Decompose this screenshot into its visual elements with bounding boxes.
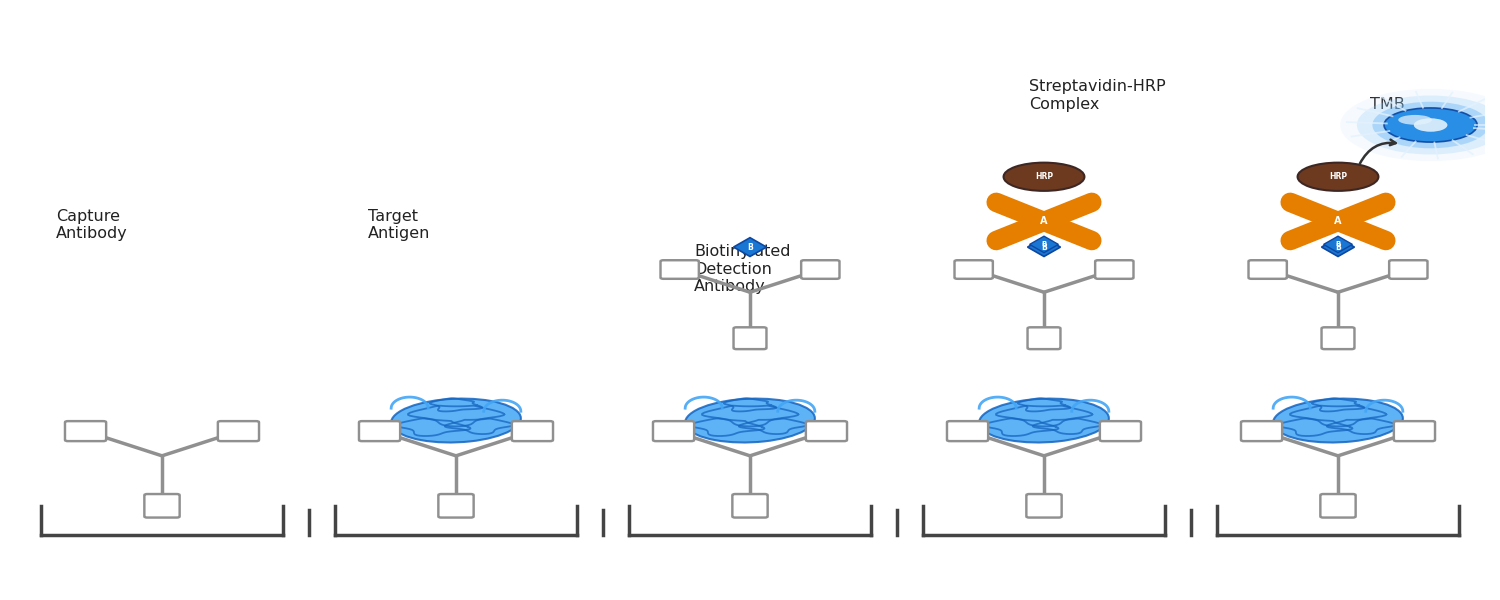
Text: A: A [1335,217,1341,226]
FancyBboxPatch shape [217,421,259,441]
Polygon shape [734,238,766,256]
Ellipse shape [980,398,1108,442]
Ellipse shape [1298,163,1378,191]
Text: B: B [1335,242,1341,251]
FancyBboxPatch shape [1322,328,1354,349]
FancyBboxPatch shape [1095,260,1134,279]
FancyBboxPatch shape [1320,494,1356,518]
FancyBboxPatch shape [734,328,766,349]
FancyBboxPatch shape [946,421,988,441]
FancyBboxPatch shape [732,494,768,518]
FancyBboxPatch shape [144,494,180,518]
FancyBboxPatch shape [358,421,401,441]
Text: B: B [747,242,753,251]
Polygon shape [1322,238,1354,256]
FancyBboxPatch shape [1240,421,1282,441]
FancyBboxPatch shape [652,421,694,441]
Ellipse shape [1398,115,1432,125]
Text: Target
Antigen: Target Antigen [368,209,430,241]
FancyBboxPatch shape [806,421,847,441]
Ellipse shape [1004,163,1084,191]
Ellipse shape [686,398,814,442]
Text: Biotinylated
Detection
Antibody: Biotinylated Detection Antibody [694,244,790,294]
Text: B: B [1041,241,1047,247]
Text: TMB: TMB [1371,97,1406,112]
Circle shape [1340,89,1500,161]
Ellipse shape [392,398,520,442]
Text: HRP: HRP [1035,172,1053,181]
Text: Streptavidin-HRP
Complex: Streptavidin-HRP Complex [1029,79,1166,112]
Text: A: A [1041,217,1047,226]
FancyBboxPatch shape [1248,260,1287,279]
Polygon shape [1323,236,1353,253]
Text: B: B [1335,241,1341,247]
FancyBboxPatch shape [801,260,840,279]
FancyBboxPatch shape [438,494,474,518]
Text: HRP: HRP [1329,172,1347,181]
FancyBboxPatch shape [64,421,106,441]
FancyBboxPatch shape [1026,494,1062,518]
Ellipse shape [1274,398,1402,442]
FancyBboxPatch shape [660,260,699,279]
FancyBboxPatch shape [1028,328,1060,349]
Ellipse shape [1384,108,1478,142]
Polygon shape [1029,236,1059,253]
Circle shape [1372,102,1490,148]
Circle shape [1414,118,1448,132]
FancyBboxPatch shape [1394,421,1435,441]
Text: Capture
Antibody: Capture Antibody [56,209,128,241]
FancyBboxPatch shape [512,421,554,441]
Text: B: B [1041,242,1047,251]
FancyBboxPatch shape [1100,421,1142,441]
Polygon shape [1028,238,1060,256]
FancyBboxPatch shape [1389,260,1428,279]
Circle shape [1358,95,1500,155]
FancyBboxPatch shape [954,260,993,279]
